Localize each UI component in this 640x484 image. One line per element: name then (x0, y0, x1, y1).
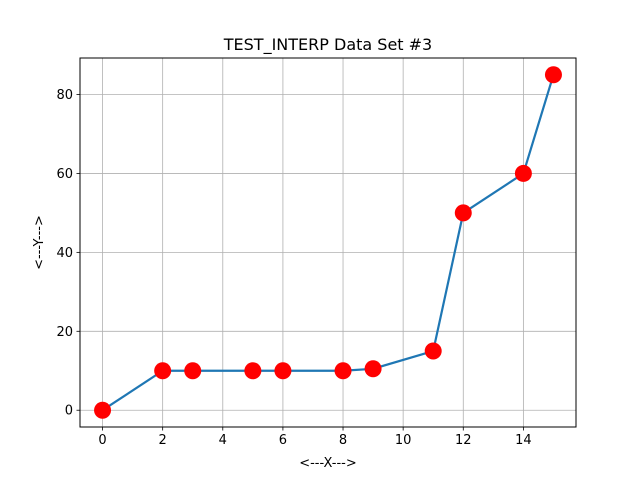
data-point (334, 362, 352, 380)
x-tick-label: 4 (219, 433, 227, 448)
y-tick-label: 60 (56, 167, 73, 182)
data-point (454, 204, 472, 222)
x-tick-label: 10 (395, 433, 412, 448)
data-point (364, 360, 382, 378)
y-tick-label: 80 (56, 88, 73, 103)
y-tick-label: 20 (56, 325, 73, 340)
chart-title: TEST_INTERP Data Set #3 (223, 35, 432, 55)
y-tick-label: 40 (56, 246, 73, 261)
data-point (544, 66, 562, 84)
x-tick-label: 8 (339, 433, 347, 448)
x-tick-label: 0 (98, 433, 106, 448)
series (94, 66, 562, 419)
data-point (274, 362, 292, 380)
data-point (154, 362, 172, 380)
y-tick-label: 0 (65, 404, 73, 419)
x-tick-label: 2 (159, 433, 167, 448)
data-point (94, 401, 112, 419)
data-point (244, 362, 262, 380)
x-axis-label: <---X---> (299, 456, 357, 471)
grid (80, 58, 576, 427)
axes-ticks: 0 2 4 6 8 10 12 14 0 20 40 60 80 (56, 88, 531, 448)
data-point (514, 164, 532, 182)
y-axis-label: <---Y---> (32, 215, 47, 270)
data-point (184, 362, 202, 380)
data-point (424, 342, 442, 360)
x-tick-label: 6 (279, 433, 287, 448)
x-tick-label: 12 (455, 433, 472, 448)
plot-frame (79, 57, 577, 428)
x-tick-label: 14 (515, 433, 532, 448)
